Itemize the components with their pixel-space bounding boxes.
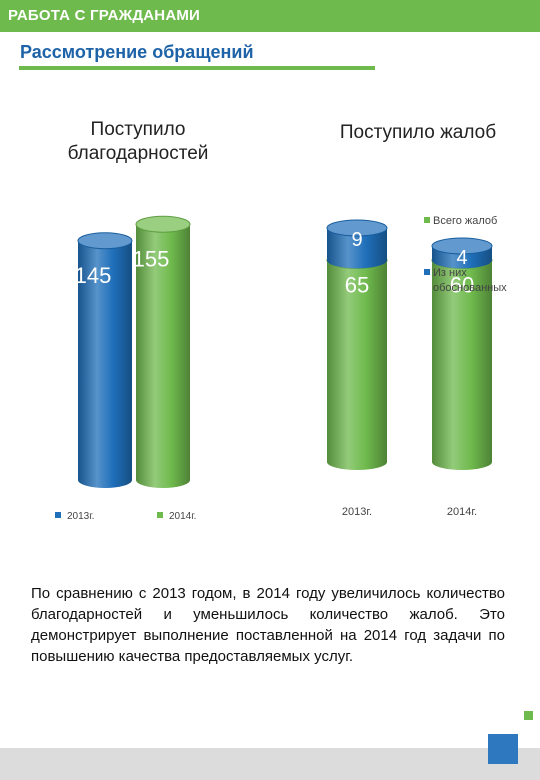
header-bar: РАБОТА С ГРАЖДАНАМИ bbox=[0, 0, 540, 32]
legend-swatch bbox=[424, 269, 430, 275]
charts-area: Поступило благодарностей 145 155 2013г. 2014г… bbox=[55, 119, 507, 522]
data-label-gratitude: 155 bbox=[133, 246, 170, 271]
bar-complaints-total-0 bbox=[327, 260, 387, 470]
legend-swatch bbox=[157, 512, 163, 518]
data-label-justified: 9 bbox=[351, 229, 362, 251]
bar-gratitude-0-top bbox=[77, 232, 133, 250]
bar-gratitude-1-top bbox=[135, 215, 191, 233]
bar-gratitude-1 bbox=[136, 224, 190, 488]
data-label-total: 60 bbox=[450, 272, 474, 297]
title-underline bbox=[19, 66, 375, 70]
bar-complaints-justified-top bbox=[326, 219, 388, 237]
data-label-gratitude: 145 bbox=[75, 263, 112, 288]
decor-square-blue bbox=[488, 734, 518, 764]
axis-tick-label: 2013г. bbox=[342, 506, 372, 518]
chart-title-gratitude: благодарностей bbox=[68, 143, 209, 164]
bar-complaints-justified-top bbox=[431, 237, 493, 255]
page-title: Рассмотрение обращений bbox=[20, 42, 254, 62]
chart-title-gratitude: Поступило bbox=[91, 119, 186, 140]
bar-complaints-justified-0 bbox=[327, 228, 387, 269]
legend-label-gratitude: 2013г. bbox=[67, 511, 94, 522]
legend-label-gratitude: 2014г. bbox=[169, 511, 196, 522]
legend-swatch bbox=[55, 512, 61, 518]
section-title: РАБОТА С ГРАЖДАНАМИ bbox=[8, 7, 201, 24]
legend-label-complaints: Из них bbox=[433, 267, 467, 279]
footer-band bbox=[0, 748, 540, 780]
bar-gratitude-0 bbox=[78, 240, 132, 488]
legend-swatch bbox=[424, 217, 430, 223]
data-label-total: 65 bbox=[345, 272, 369, 297]
legend-label-complaints: обоснованных bbox=[433, 282, 507, 294]
bar-complaints-total-1 bbox=[432, 260, 492, 470]
chart-title-complaints: Поступило жалоб bbox=[340, 122, 496, 143]
decor-square-green bbox=[524, 711, 533, 720]
data-label-justified: 4 bbox=[456, 247, 467, 269]
caption-text: По сравнению с 2013 годом, в 2014 году у… bbox=[31, 585, 505, 665]
legend-label-complaints: Всего жалоб bbox=[433, 215, 497, 227]
axis-tick-label: 2014г. bbox=[447, 506, 477, 518]
